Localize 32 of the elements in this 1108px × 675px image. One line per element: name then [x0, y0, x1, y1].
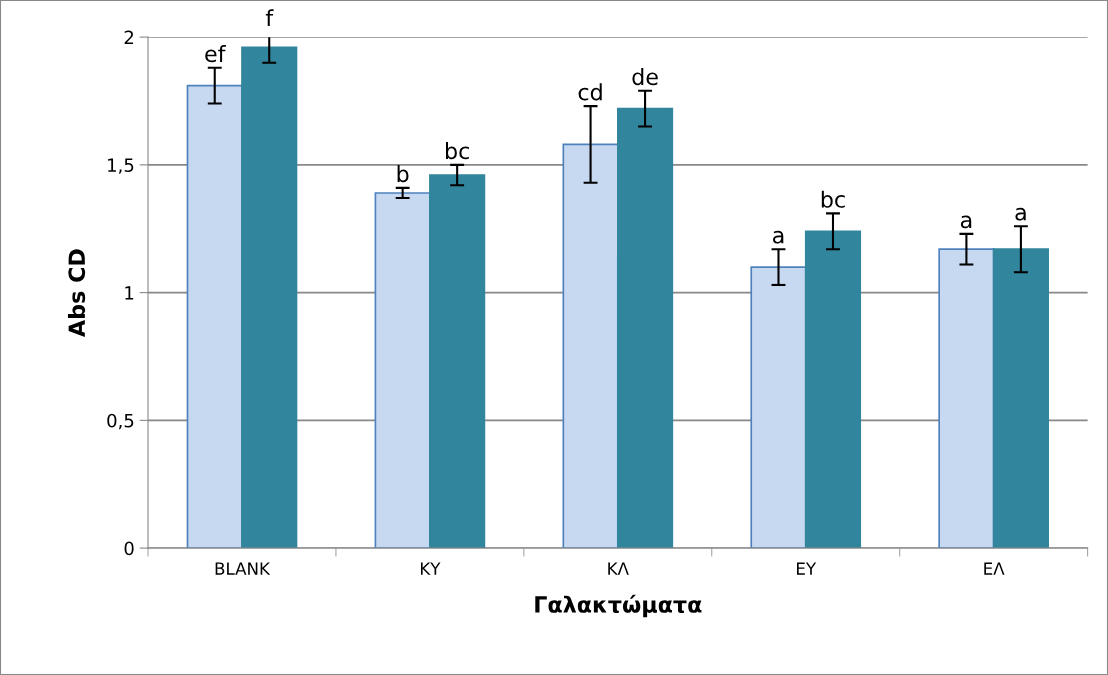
y-axis-title: Abs CD — [67, 249, 86, 337]
data-label: f — [265, 9, 274, 27]
data-label: a — [1015, 207, 1026, 221]
data-label: bc — [446, 142, 469, 160]
data-label: a — [773, 230, 784, 244]
x-tick-label: BLANK — [215, 562, 271, 575]
x-tick-label: ΚΛ — [608, 562, 629, 575]
y-tick-label: 0,5 — [107, 413, 134, 430]
bar — [938, 248, 995, 549]
data-label: ef — [205, 45, 226, 63]
bar — [750, 266, 807, 549]
bar — [241, 46, 298, 549]
y-tick-label: 1 — [125, 286, 134, 300]
data-label: bc — [821, 190, 845, 208]
data-label: b — [397, 165, 409, 183]
x-tick-label: ΚΥ — [420, 562, 441, 575]
y-tick-label: 0 — [124, 541, 134, 556]
bar — [616, 107, 674, 549]
data-label: de — [632, 67, 658, 86]
bar — [992, 248, 1049, 549]
x-axis-title: Γαλακτώματα — [535, 594, 702, 618]
bar — [562, 143, 619, 549]
x-tick-label: ΕΛ — [984, 562, 1005, 575]
y-tick-label: 2 — [124, 30, 134, 44]
x-tick-label: ΕΥ — [797, 562, 817, 575]
bar — [804, 230, 862, 549]
y-tick-label: 1,5 — [108, 158, 134, 174]
bar — [429, 174, 486, 549]
data-label: a — [960, 215, 972, 229]
bar — [374, 192, 431, 549]
bar — [186, 84, 243, 549]
data-label: cd — [578, 83, 602, 101]
